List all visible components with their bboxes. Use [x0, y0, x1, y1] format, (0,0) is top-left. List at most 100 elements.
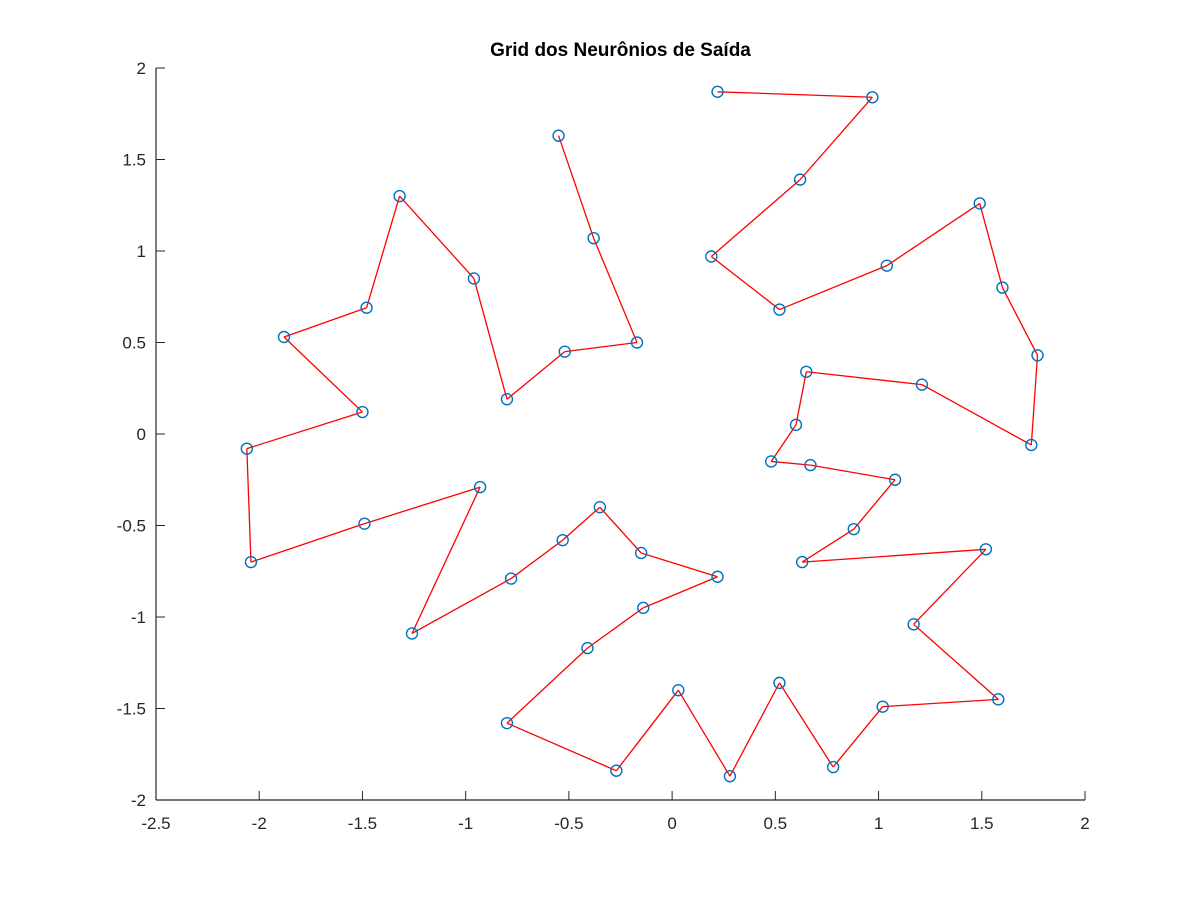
neuron-marker [765, 455, 778, 468]
path-segment [615, 689, 679, 772]
neuron-marker [711, 570, 724, 583]
path-segment [779, 265, 888, 311]
x-tick-label: -1 [458, 814, 473, 833]
neuron-marker [907, 618, 920, 631]
neuron-marker [500, 393, 514, 406]
path-segment [473, 278, 508, 400]
path-segment [717, 91, 873, 98]
y-tick-label: 0.5 [122, 334, 146, 353]
path-segment [778, 682, 834, 768]
neuron-marker [847, 522, 860, 536]
path-segment [913, 623, 999, 700]
neuron-marker [630, 336, 644, 349]
path-segment [510, 539, 564, 580]
neuron-marker [556, 533, 569, 547]
axes: -2.5 -2 -1.5 -1 -0.5 0 0.5 1 1.5 2 -2 -1.5 -1 -0.5 0 0.… [117, 59, 1090, 833]
neuron-marker [992, 693, 1005, 706]
path-segment [642, 576, 718, 609]
neuron-marker [800, 365, 813, 378]
path-segment [506, 647, 588, 724]
y-tick-label: 0 [137, 425, 146, 444]
path-segment [250, 523, 365, 563]
x-tick-label: -2 [252, 814, 267, 833]
path-segment [810, 464, 896, 481]
x-tick-label: 2 [1080, 814, 1089, 833]
y-tick-label: -0.5 [117, 517, 146, 536]
neuron-marker [973, 197, 986, 210]
neuron-marker [240, 442, 254, 455]
path-segment [921, 384, 1032, 446]
path-segment [557, 135, 595, 239]
y-tick-label: 1.5 [122, 151, 146, 170]
path-segment [886, 202, 981, 267]
path-segment [801, 528, 855, 563]
neuron-marker [1025, 438, 1038, 452]
neuron-marker [705, 250, 718, 263]
x-tick-label: -0.5 [554, 814, 583, 833]
path-segment [729, 682, 781, 777]
neuron-marker [866, 91, 879, 104]
neuron-marker [876, 700, 889, 713]
x-tick-label: -1.5 [348, 814, 377, 833]
neuron-marker [795, 555, 809, 569]
path-segment [593, 237, 638, 343]
neuron-marker [500, 716, 514, 730]
path-segment [795, 371, 807, 425]
y-tick-label: -1 [131, 608, 146, 627]
y-tick-label: -2 [131, 791, 146, 810]
y-tick-label: 2 [137, 59, 146, 78]
path-segment [710, 255, 780, 311]
neuron-marker [581, 641, 594, 655]
path-segment [506, 351, 566, 400]
neuron-marker [637, 601, 650, 615]
neuron-marker [979, 543, 993, 556]
path-segment [246, 411, 363, 450]
path-segment [411, 578, 512, 635]
path-segment [802, 548, 986, 563]
path-segment [913, 548, 987, 625]
path-segment [640, 552, 718, 578]
neuron-marker [789, 418, 803, 432]
path-segment [364, 486, 481, 525]
path-segment [832, 706, 884, 768]
x-tick-label: 0.5 [764, 814, 788, 833]
path-segment [882, 698, 999, 708]
path-segment [799, 96, 873, 181]
neuron-marker [610, 764, 623, 777]
neuron-marker [473, 480, 487, 494]
neuron-marker [996, 281, 1009, 294]
neuron-marker [467, 272, 481, 285]
neuron-marker [723, 770, 737, 783]
path-segment [564, 341, 638, 353]
x-tick-label: 0 [667, 814, 676, 833]
x-tick-label: 1.5 [970, 814, 994, 833]
y-tick-label: -1.5 [117, 700, 146, 719]
path-segment [562, 506, 601, 541]
path-segment [771, 460, 811, 466]
neuron-marker [358, 517, 371, 530]
path-segment [979, 203, 1004, 288]
neuron-marker [393, 189, 406, 203]
path-segment [365, 195, 401, 308]
plot-area [156, 68, 1085, 800]
path-segment [806, 371, 922, 386]
path-segment [770, 424, 797, 462]
series-lines [246, 91, 1039, 777]
neuron-marker [587, 231, 600, 245]
neuron-marker [672, 684, 685, 697]
path-segment [411, 486, 481, 634]
neuron-marker [277, 330, 291, 344]
neuron-marker [773, 676, 786, 690]
path-segment [1030, 355, 1039, 446]
neuron-marker [711, 85, 724, 98]
neuron-marker [405, 627, 419, 640]
neuron-marker [360, 301, 373, 314]
neuron-marker [888, 473, 902, 486]
neuron-marker [1031, 349, 1044, 362]
neuron-marker [356, 405, 369, 419]
path-segment [587, 607, 644, 649]
path-segment [283, 307, 367, 338]
path-segment [710, 179, 801, 257]
neuron-marker [593, 501, 607, 514]
